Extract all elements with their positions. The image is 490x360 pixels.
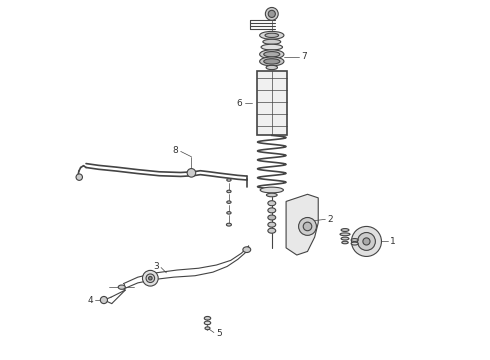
Ellipse shape [260,187,283,193]
Ellipse shape [267,193,277,197]
Ellipse shape [266,65,277,69]
Ellipse shape [341,229,349,231]
Ellipse shape [264,51,280,57]
Circle shape [143,270,158,286]
Ellipse shape [227,201,231,203]
Circle shape [187,168,196,177]
Text: 7: 7 [301,52,307,61]
Circle shape [351,226,381,256]
Polygon shape [286,194,318,255]
Bar [257,71,287,135]
Ellipse shape [260,31,284,39]
Text: 1: 1 [390,237,395,246]
Ellipse shape [263,39,281,44]
Circle shape [303,222,312,231]
Ellipse shape [265,33,279,37]
Circle shape [146,274,155,283]
Text: 3: 3 [153,262,159,271]
Text: 2: 2 [327,215,333,224]
Ellipse shape [268,201,276,206]
Ellipse shape [204,321,211,325]
Ellipse shape [260,57,284,66]
Ellipse shape [118,285,125,289]
Ellipse shape [243,247,251,252]
Text: 8: 8 [172,146,178,155]
Ellipse shape [351,242,358,245]
Ellipse shape [261,44,283,50]
Ellipse shape [268,215,276,220]
Circle shape [148,276,152,280]
Ellipse shape [351,239,358,242]
Text: 5: 5 [217,329,222,338]
Circle shape [76,174,82,180]
Ellipse shape [205,327,210,330]
Ellipse shape [227,179,231,181]
Ellipse shape [226,223,231,226]
Circle shape [363,238,370,245]
Text: 4: 4 [88,296,93,305]
Circle shape [268,10,275,18]
Circle shape [266,8,278,20]
Circle shape [358,233,375,250]
Ellipse shape [264,59,280,64]
Ellipse shape [227,190,231,193]
Ellipse shape [268,228,276,233]
Ellipse shape [268,208,276,213]
Ellipse shape [268,222,276,227]
Ellipse shape [227,212,231,214]
Ellipse shape [260,50,284,59]
Ellipse shape [341,237,349,240]
Circle shape [298,217,317,235]
Ellipse shape [204,316,211,320]
Text: 6: 6 [237,99,243,108]
Ellipse shape [342,241,348,244]
Ellipse shape [340,233,350,236]
Circle shape [100,296,107,303]
